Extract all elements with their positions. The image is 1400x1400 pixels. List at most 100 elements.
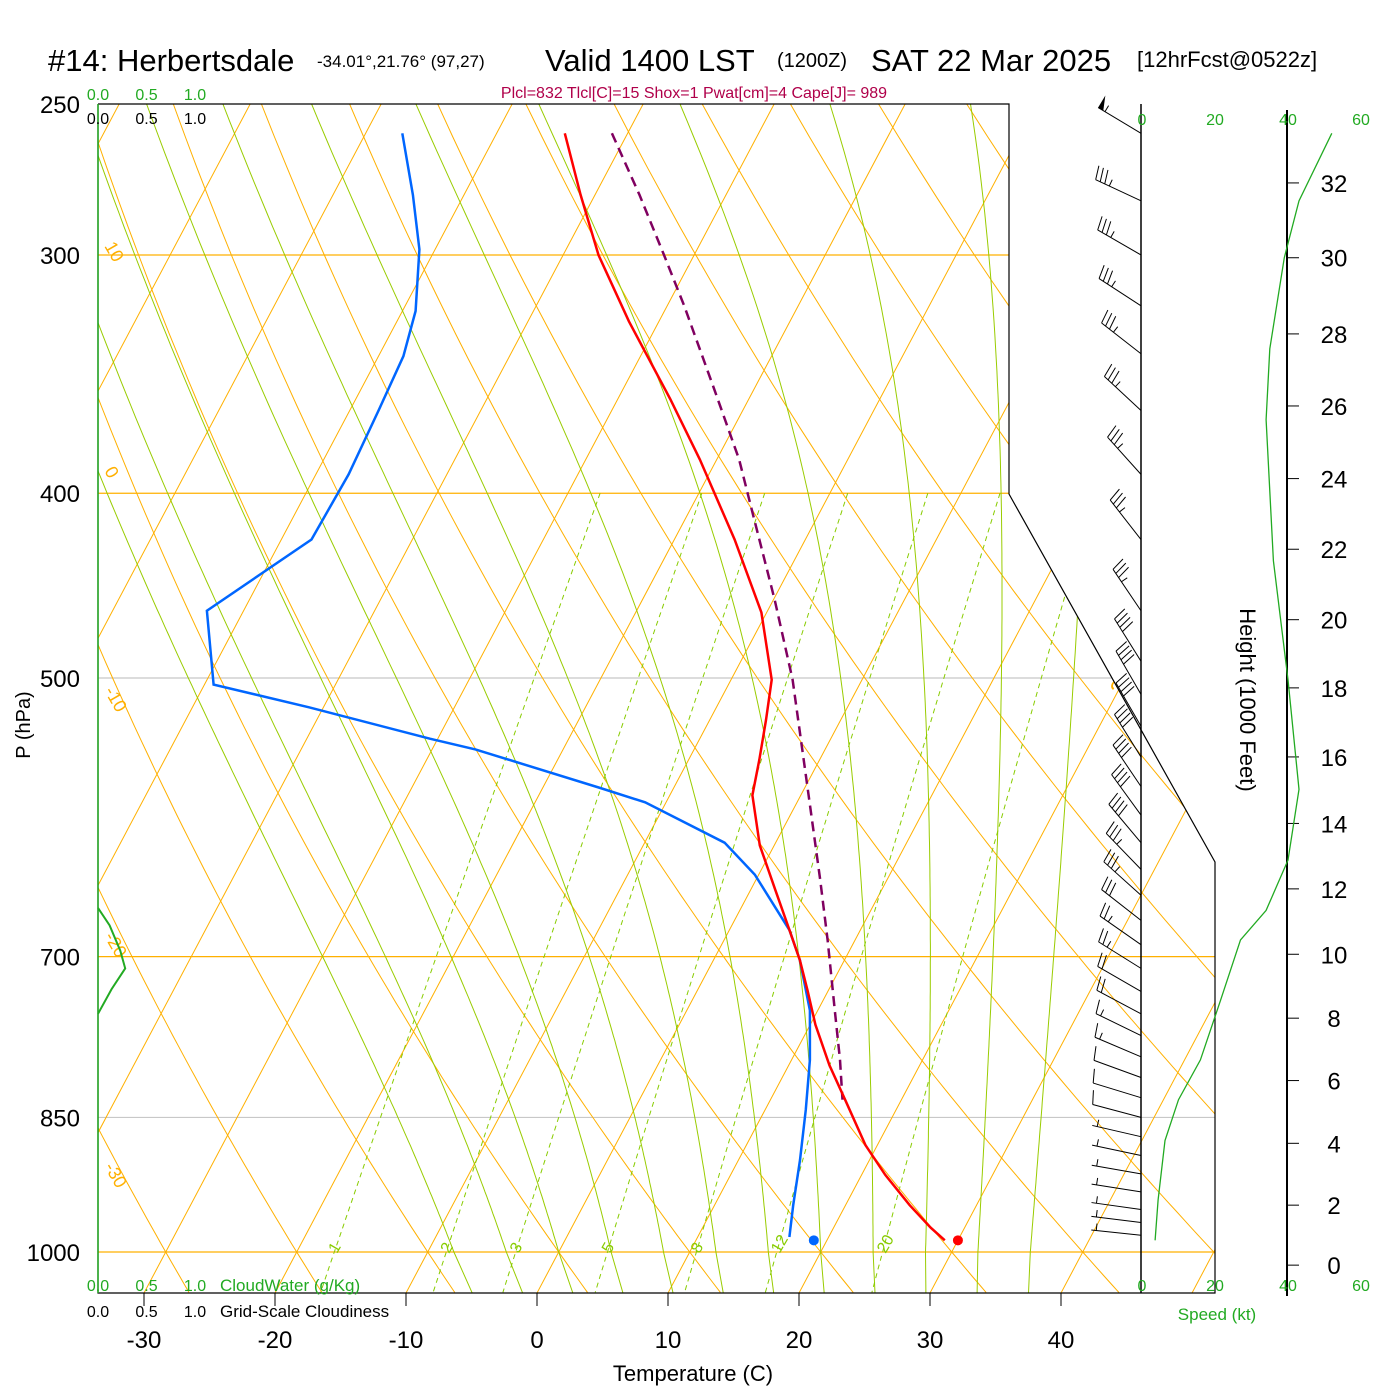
wind-barb: [1115, 641, 1142, 695]
moist-adiabat-line: [239, 104, 724, 1293]
height-tick-label: 32: [1321, 171, 1348, 198]
isotherm-line: [1060, 104, 1215, 1293]
speed-tick-top: 20: [1206, 112, 1224, 129]
wind-barb-feather: [1110, 855, 1119, 869]
wind-barb: [1099, 902, 1142, 946]
speed-tick-top: 40: [1279, 112, 1297, 129]
height-tick-label: 6: [1327, 1069, 1340, 1096]
wind-barb: [1105, 821, 1142, 870]
wind-barb: [1109, 488, 1142, 540]
wind-barb: [1097, 216, 1142, 256]
wind-barb-half-feather: [1104, 105, 1110, 112]
moist-adiabat-line: [1028, 104, 1093, 1293]
pressure-tick-label: 1000: [27, 1240, 80, 1267]
wind-barb-feather: [1104, 169, 1109, 185]
wind-barb: [1091, 1223, 1142, 1236]
wind-barb-half-feather: [1095, 1196, 1098, 1204]
wind-barb-half-feather: [1115, 381, 1121, 388]
dry-adiabat-label: 0: [101, 463, 123, 482]
wind-barb-half-feather: [1119, 507, 1126, 513]
speed-tick-bottom: 20: [1206, 1278, 1224, 1295]
wind-barb-half-feather: [1096, 1139, 1099, 1147]
wind-barb-half-feather: [1106, 940, 1112, 948]
wind-barb-staff: [1109, 499, 1142, 540]
wind-barb-staff: [1094, 1036, 1142, 1058]
cloudwater-tick-top: 0.0: [87, 87, 109, 104]
forecast-info: [12hrFcst@0522z]: [1137, 47, 1317, 72]
wind-barb: [1112, 558, 1142, 612]
wind-barb-feather: [1118, 645, 1130, 656]
height-tick-label: 28: [1321, 322, 1348, 349]
isotherm-line: [98, 104, 611, 1293]
wind-barb-feather: [1114, 767, 1125, 779]
wind-barb-feather: [1111, 370, 1120, 384]
wind-barb-feather: [1097, 952, 1103, 967]
moist-adiabat-line: [762, 104, 931, 1293]
moist-adiabat-line: [155, 104, 674, 1293]
wind-barb-feather: [1110, 429, 1120, 442]
wind-barb-feather: [1102, 267, 1109, 282]
dry-adiabat-line: [276, 104, 1120, 1293]
wind-barb-staff: [1097, 107, 1142, 134]
wind-barb-feather: [1115, 738, 1127, 750]
mixing-ratio-label: 12: [768, 1232, 792, 1256]
wind-barb-staff: [1091, 1229, 1142, 1236]
wind-barb-feather: [1112, 734, 1124, 746]
wind-barb-pennant: [1098, 95, 1106, 111]
temperature-tick-label: 30: [917, 1327, 944, 1354]
height-tick-label: 0: [1327, 1253, 1340, 1280]
wind-barb-staff: [1097, 229, 1142, 256]
dry-adiabat-line: [690, 104, 1215, 1293]
temperature-tick-label: 10: [655, 1327, 682, 1354]
wind-barb-feather: [1114, 704, 1126, 715]
wind-barb-feather: [1101, 309, 1109, 324]
moist-adiabat-line: [98, 104, 524, 1293]
temperature-tick-label: -10: [389, 1327, 424, 1354]
pressure-tick-label: 250: [40, 92, 80, 119]
wind-barb-staff: [1101, 889, 1142, 921]
isotherm-line: [405, 104, 1135, 1293]
height-tick-label: 24: [1321, 467, 1348, 494]
temperature-line: [563, 132, 946, 1242]
wind-barb-feather: [1103, 905, 1111, 920]
pressure-tick-label: 500: [40, 666, 80, 693]
wind-barb-staff: [1099, 915, 1142, 946]
wind-barb-half-feather: [1095, 1223, 1098, 1231]
temperature-tick-label: 40: [1048, 1327, 1075, 1354]
wind-barb-feather: [1102, 930, 1109, 945]
wind-barb-half-feather: [1114, 866, 1121, 873]
wind-barb: [1092, 1090, 1142, 1118]
mixing-ratio-label: 2: [438, 1240, 457, 1256]
height-tick-label: 10: [1321, 942, 1348, 969]
temperature-tick-label: 0: [530, 1327, 543, 1354]
dry-adiabat-line: [111, 104, 854, 1293]
dry-adiabat-line: [607, 104, 1215, 1293]
wind-barb-feather: [1107, 367, 1116, 381]
wind-barb-half-feather: [1108, 179, 1113, 187]
speed-tick-top: 60: [1352, 112, 1370, 129]
cloudiness-label: Grid-Scale Cloudiness: [220, 1302, 389, 1321]
wind-barb: [1091, 1196, 1142, 1211]
mixing-ratio-label: 20: [874, 1232, 898, 1256]
wind-barb-feather: [1101, 876, 1109, 890]
wind-barb-staff: [1098, 278, 1142, 307]
wind-barb-staff: [1098, 941, 1142, 969]
utc-time: (1200Z): [777, 50, 847, 72]
wind-barb-staff: [1091, 1164, 1142, 1175]
height-tick-label: 30: [1321, 246, 1348, 273]
wind-barb: [1091, 1177, 1142, 1193]
wind-barb: [1111, 763, 1142, 816]
wind-barb: [1101, 876, 1142, 921]
wind-barb: [1091, 1210, 1142, 1223]
wind-barb: [1098, 928, 1142, 969]
isotherm-line: [143, 104, 873, 1293]
wind-barb-feather: [1114, 608, 1126, 620]
isotherm-line: [98, 104, 349, 1293]
wind-barb-feather: [1123, 685, 1135, 697]
wind-barb-feather: [1113, 432, 1124, 445]
dry-adiabat-line: [772, 104, 1215, 1293]
wind-barb-staff: [1091, 1183, 1142, 1193]
wind-barb: [1101, 309, 1142, 355]
speed-tick-bottom: 60: [1352, 1278, 1370, 1295]
wind-barb-staff: [1092, 1124, 1142, 1138]
